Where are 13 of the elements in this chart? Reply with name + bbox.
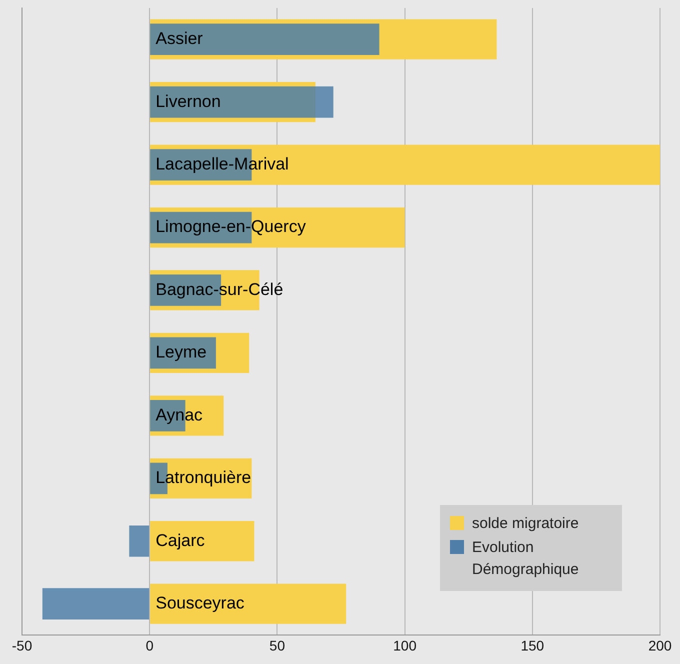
y-tick-label: Assier — [156, 29, 204, 48]
y-tick-label: Cajarc — [156, 530, 206, 550]
x-tick-label: 200 — [648, 637, 672, 654]
x-tick-label: 150 — [520, 637, 544, 654]
x-tick-label: -50 — [12, 637, 32, 654]
legend-label: Evolution Démographique — [472, 538, 580, 580]
x-tick-label: 0 — [146, 637, 154, 654]
x-tick-label: 50 — [269, 637, 286, 654]
y-tick-label: Sousceyrac — [156, 594, 245, 613]
y-tick-label: Leyme — [156, 342, 207, 362]
y-tick-label: Livernon — [156, 92, 221, 111]
x-tick-label: 100 — [393, 637, 417, 654]
legend-label: solde migratoire — [472, 514, 580, 534]
